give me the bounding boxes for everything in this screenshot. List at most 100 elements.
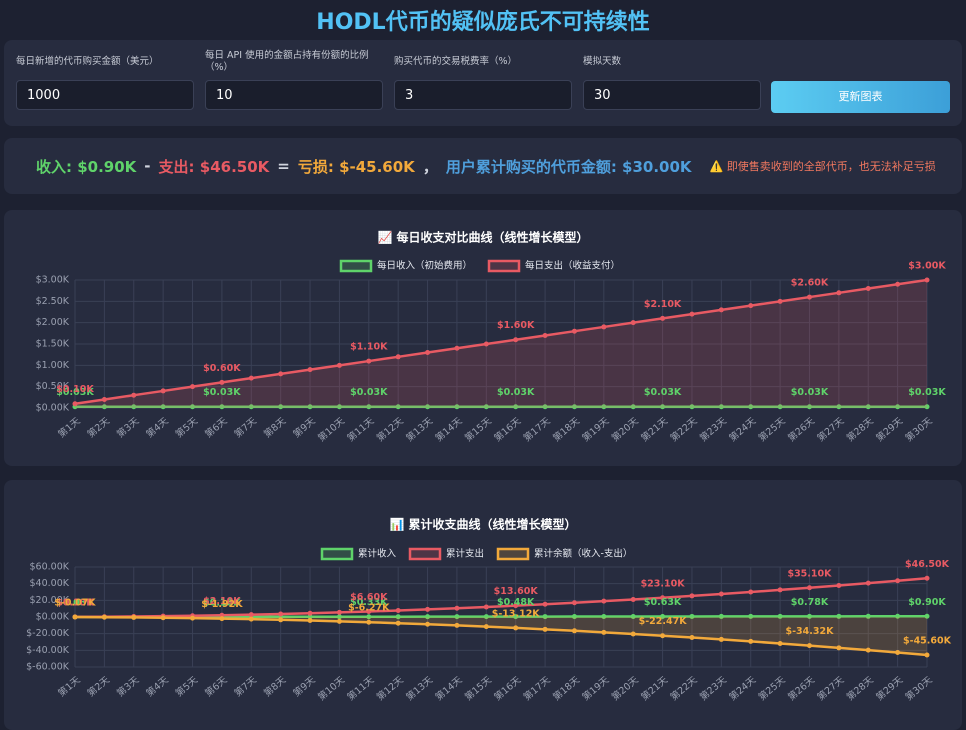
point (513, 603, 519, 609)
point (806, 294, 812, 300)
point (190, 615, 196, 621)
point (660, 404, 666, 410)
point (542, 332, 548, 338)
x-tick-label: 第2天 (85, 674, 112, 700)
point (806, 404, 812, 410)
y-tick-label: $60.00K (30, 562, 70, 573)
data-label: $35.10K (787, 568, 832, 579)
series-line (74, 615, 928, 657)
x-tick-label: 第19天 (580, 415, 612, 444)
point (101, 404, 107, 410)
data-label: $0.60K (203, 363, 241, 374)
input[interactable]: 30 (583, 80, 761, 110)
update-button[interactable]: 更新图表 (771, 81, 950, 113)
point (836, 583, 842, 588)
data-label: $-0.07K (54, 598, 96, 609)
point (630, 320, 636, 326)
point (865, 647, 871, 653)
point (454, 605, 460, 611)
point (660, 315, 666, 321)
data-label: $-22.47K (639, 616, 688, 627)
chart-title: 📈 每日收支对比曲线（线性增长模型） (377, 230, 588, 245)
point (924, 277, 930, 283)
point (748, 613, 754, 619)
x-tick-label: 第16天 (492, 674, 524, 703)
point (777, 298, 783, 304)
point (366, 404, 372, 410)
point (366, 614, 372, 620)
point (101, 396, 107, 402)
x-tick-label: 第11天 (345, 674, 377, 703)
point (454, 614, 460, 620)
x-tick-label: 第7天 (232, 674, 259, 700)
point (806, 585, 812, 591)
legend-swatch (320, 547, 354, 561)
y-tick-label: $0.50K (36, 381, 70, 392)
data-label: $-13.12K (492, 608, 541, 619)
x-tick-label: 第23天 (697, 415, 729, 444)
point (571, 614, 577, 620)
point (748, 303, 754, 309)
point (307, 404, 313, 410)
x-tick-label: 第19天 (580, 674, 612, 703)
point (483, 341, 489, 347)
point (571, 404, 577, 410)
x-tick-label: 第24天 (727, 415, 759, 444)
x-tick-label: 第13天 (404, 674, 436, 703)
input[interactable]: 1000 (16, 80, 194, 110)
point (131, 404, 137, 410)
series-line (74, 577, 928, 619)
input[interactable]: 10 (205, 80, 383, 110)
x-tick-label: 第18天 (550, 415, 582, 444)
x-tick-label: 第5天 (173, 674, 200, 700)
y-tick-label: $1.00K (36, 360, 70, 371)
point (777, 640, 783, 646)
point (425, 606, 431, 612)
x-tick-label: 第15天 (462, 674, 494, 703)
point (483, 604, 489, 610)
operator: = (277, 157, 290, 175)
data-label: $0.10K (56, 384, 94, 395)
point (248, 616, 254, 622)
point (660, 595, 666, 601)
point (718, 307, 724, 313)
point (131, 614, 137, 620)
legend-label: 每日收入（初始费用） (377, 260, 472, 272)
y-tick-label: $20.00K (30, 595, 70, 606)
x-tick-label: 第29天 (874, 674, 906, 703)
x-tick-label: 第13天 (404, 415, 436, 444)
point (924, 652, 930, 658)
point (718, 404, 724, 410)
x-tick-label: 第10天 (315, 674, 347, 703)
legend-swatch (487, 259, 521, 273)
x-tick-label: 第18天 (550, 674, 582, 703)
x-tick-label: 第22天 (668, 415, 700, 444)
point (924, 404, 930, 410)
data-label: $0.10K (56, 597, 94, 608)
legend-swatch (496, 547, 530, 561)
data-label: $1.60K (497, 320, 535, 331)
page-title: HODL代币的疑似庞氏不可持续性 (316, 10, 650, 35)
series-line (74, 278, 928, 405)
x-tick-label: 第28天 (844, 415, 876, 444)
point (336, 362, 342, 368)
point (101, 614, 107, 620)
x-tick-label: 第4天 (144, 415, 171, 441)
series-line (74, 615, 928, 619)
summary: 收入: $0.90K - 支出: $46.50K = 亏损: $-45.60K … (4, 138, 962, 194)
data-label: $-1.92K (201, 599, 243, 610)
point (219, 379, 225, 385)
point (865, 580, 871, 586)
point (542, 626, 548, 632)
point (895, 404, 901, 410)
x-tick-label: 第20天 (609, 674, 641, 703)
point (160, 615, 166, 621)
input[interactable]: 3 (394, 80, 572, 110)
x-tick-label: 第27天 (815, 415, 847, 444)
x-tick-label: 第22天 (668, 674, 700, 703)
point (425, 614, 431, 620)
point (513, 614, 519, 620)
data-label: $0.63K (644, 597, 682, 608)
legend-swatch (339, 259, 373, 273)
x-tick-label: 第11天 (345, 415, 377, 444)
